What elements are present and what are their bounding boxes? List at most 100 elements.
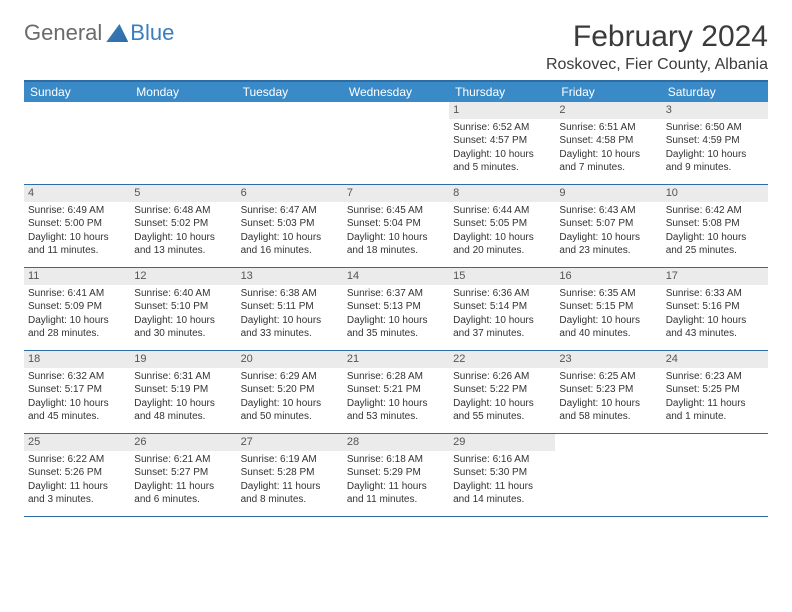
day-cell: 3 Sunrise: 6:50 AM Sunset: 4:59 PM Daylig… xyxy=(662,102,768,184)
header: General Blue February 2024 Roskovec, Fie… xyxy=(24,20,768,74)
day-number: 10 xyxy=(662,185,768,202)
day-number xyxy=(343,102,449,104)
day-number: 15 xyxy=(449,268,555,285)
day-number: 25 xyxy=(24,434,130,451)
day-details: Sunrise: 6:21 AM Sunset: 5:27 PM Dayligh… xyxy=(134,453,232,507)
weekday-thursday: Thursday xyxy=(449,82,555,102)
day-details: Sunrise: 6:23 AM Sunset: 5:25 PM Dayligh… xyxy=(666,370,764,424)
week-row: 25 Sunrise: 6:22 AM Sunset: 5:26 PM Dayli… xyxy=(24,434,768,517)
day-cell: 14 Sunrise: 6:37 AM Sunset: 5:13 PM Dayli… xyxy=(343,268,449,350)
location: Roskovec, Fier County, Albania xyxy=(546,56,768,74)
day-cell: 2 Sunrise: 6:51 AM Sunset: 4:58 PM Daylig… xyxy=(555,102,661,184)
week-row: 4 Sunrise: 6:49 AM Sunset: 5:00 PM Daylig… xyxy=(24,185,768,268)
day-cell xyxy=(555,434,661,516)
day-details: Sunrise: 6:32 AM Sunset: 5:17 PM Dayligh… xyxy=(28,370,126,424)
weekday-sunday: Sunday xyxy=(24,82,130,102)
day-cell: 8Sunrise: 6:44 AM Sunset: 5:05 PM Daylig… xyxy=(449,185,555,267)
day-cell: 17Sunrise: 6:33 AM Sunset: 5:16 PM Dayli… xyxy=(662,268,768,350)
day-details: Sunrise: 6:18 AM Sunset: 5:29 PM Dayligh… xyxy=(347,453,445,507)
day-number: 21 xyxy=(343,351,449,368)
day-details: Sunrise: 6:43 AM Sunset: 5:07 PM Dayligh… xyxy=(559,204,657,258)
day-number: 12 xyxy=(130,268,236,285)
logo-sail-icon xyxy=(106,24,128,42)
day-number: 20 xyxy=(237,351,343,368)
day-cell: 7 Sunrise: 6:45 AM Sunset: 5:04 PM Daylig… xyxy=(343,185,449,267)
day-number: 7 xyxy=(343,185,449,202)
day-details: Sunrise: 6:22 AM Sunset: 5:26 PM Dayligh… xyxy=(28,453,126,507)
day-cell: 23Sunrise: 6:25 AM Sunset: 5:23 PM Dayli… xyxy=(555,351,661,433)
day-number xyxy=(662,434,768,436)
day-cell: 13 Sunrise: 6:38 AM Sunset: 5:11 PM Dayli… xyxy=(237,268,343,350)
weekday-friday: Friday xyxy=(555,82,661,102)
day-cell: 10 Sunrise: 6:42 AM Sunset: 5:08 PM Dayli… xyxy=(662,185,768,267)
week-row: 11Sunrise: 6:41 AM Sunset: 5:09 PM Dayli… xyxy=(24,268,768,351)
day-number: 16 xyxy=(555,268,661,285)
day-number: 28 xyxy=(343,434,449,451)
weekday-wednesday: Wednesday xyxy=(343,82,449,102)
logo: General Blue xyxy=(24,20,174,46)
day-number: 23 xyxy=(555,351,661,368)
day-details: Sunrise: 6:47 AM Sunset: 5:03 PM Dayligh… xyxy=(241,204,339,258)
week-row: 1 Sunrise: 6:52 AM Sunset: 4:57 PM Daylig… xyxy=(24,102,768,185)
day-details: Sunrise: 6:28 AM Sunset: 5:21 PM Dayligh… xyxy=(347,370,445,424)
day-details: Sunrise: 6:16 AM Sunset: 5:30 PM Dayligh… xyxy=(453,453,551,507)
day-cell xyxy=(237,102,343,184)
day-cell xyxy=(343,102,449,184)
day-number xyxy=(24,102,130,104)
day-cell: 4 Sunrise: 6:49 AM Sunset: 5:00 PM Daylig… xyxy=(24,185,130,267)
day-cell: 1 Sunrise: 6:52 AM Sunset: 4:57 PM Daylig… xyxy=(449,102,555,184)
day-number: 22 xyxy=(449,351,555,368)
day-cell xyxy=(24,102,130,184)
day-cell: 25 Sunrise: 6:22 AM Sunset: 5:26 PM Dayli… xyxy=(24,434,130,516)
day-cell: 22 Sunrise: 6:26 AM Sunset: 5:22 PM Dayli… xyxy=(449,351,555,433)
day-cell xyxy=(130,102,236,184)
day-details: Sunrise: 6:50 AM Sunset: 4:59 PM Dayligh… xyxy=(666,121,764,175)
day-details: Sunrise: 6:49 AM Sunset: 5:00 PM Dayligh… xyxy=(28,204,126,258)
day-number: 26 xyxy=(130,434,236,451)
day-details: Sunrise: 6:26 AM Sunset: 5:22 PM Dayligh… xyxy=(453,370,551,424)
weekday-row: Sunday Monday Tuesday Wednesday Thursday… xyxy=(24,82,768,102)
day-number: 4 xyxy=(24,185,130,202)
day-number: 13 xyxy=(237,268,343,285)
day-details: Sunrise: 6:37 AM Sunset: 5:13 PM Dayligh… xyxy=(347,287,445,341)
weekday-monday: Monday xyxy=(130,82,236,102)
day-number: 1 xyxy=(449,102,555,119)
day-number: 27 xyxy=(237,434,343,451)
day-cell: 9 Sunrise: 6:43 AM Sunset: 5:07 PM Daylig… xyxy=(555,185,661,267)
day-number: 11 xyxy=(24,268,130,285)
weeks-container: 1 Sunrise: 6:52 AM Sunset: 4:57 PM Daylig… xyxy=(24,102,768,517)
day-number: 9 xyxy=(555,185,661,202)
day-details: Sunrise: 6:48 AM Sunset: 5:02 PM Dayligh… xyxy=(134,204,232,258)
day-number: 8 xyxy=(449,185,555,202)
day-number: 3 xyxy=(662,102,768,119)
day-number: 18 xyxy=(24,351,130,368)
month-title: February 2024 xyxy=(546,20,768,54)
day-cell: 21 Sunrise: 6:28 AM Sunset: 5:21 PM Dayli… xyxy=(343,351,449,433)
day-details: Sunrise: 6:19 AM Sunset: 5:28 PM Dayligh… xyxy=(241,453,339,507)
day-details: Sunrise: 6:35 AM Sunset: 5:15 PM Dayligh… xyxy=(559,287,657,341)
day-details: Sunrise: 6:36 AM Sunset: 5:14 PM Dayligh… xyxy=(453,287,551,341)
day-details: Sunrise: 6:42 AM Sunset: 5:08 PM Dayligh… xyxy=(666,204,764,258)
day-details: Sunrise: 6:45 AM Sunset: 5:04 PM Dayligh… xyxy=(347,204,445,258)
day-cell: 19Sunrise: 6:31 AM Sunset: 5:19 PM Dayli… xyxy=(130,351,236,433)
day-number: 29 xyxy=(449,434,555,451)
day-details: Sunrise: 6:51 AM Sunset: 4:58 PM Dayligh… xyxy=(559,121,657,175)
day-cell: 24Sunrise: 6:23 AM Sunset: 5:25 PM Dayli… xyxy=(662,351,768,433)
day-cell: 6Sunrise: 6:47 AM Sunset: 5:03 PM Daylig… xyxy=(237,185,343,267)
logo-text-blue: Blue xyxy=(130,20,174,46)
weekday-saturday: Saturday xyxy=(662,82,768,102)
day-cell: 5Sunrise: 6:48 AM Sunset: 5:02 PM Daylig… xyxy=(130,185,236,267)
logo-text-general: General xyxy=(24,20,102,46)
day-details: Sunrise: 6:40 AM Sunset: 5:10 PM Dayligh… xyxy=(134,287,232,341)
day-number: 14 xyxy=(343,268,449,285)
day-cell: 29 Sunrise: 6:16 AM Sunset: 5:30 PM Dayli… xyxy=(449,434,555,516)
day-cell: 27 Sunrise: 6:19 AM Sunset: 5:28 PM Dayli… xyxy=(237,434,343,516)
day-details: Sunrise: 6:52 AM Sunset: 4:57 PM Dayligh… xyxy=(453,121,551,175)
day-number: 19 xyxy=(130,351,236,368)
day-cell: 11Sunrise: 6:41 AM Sunset: 5:09 PM Dayli… xyxy=(24,268,130,350)
day-cell: 15 Sunrise: 6:36 AM Sunset: 5:14 PM Dayli… xyxy=(449,268,555,350)
day-details: Sunrise: 6:38 AM Sunset: 5:11 PM Dayligh… xyxy=(241,287,339,341)
weekday-tuesday: Tuesday xyxy=(237,82,343,102)
day-number: 2 xyxy=(555,102,661,119)
day-number xyxy=(555,434,661,436)
